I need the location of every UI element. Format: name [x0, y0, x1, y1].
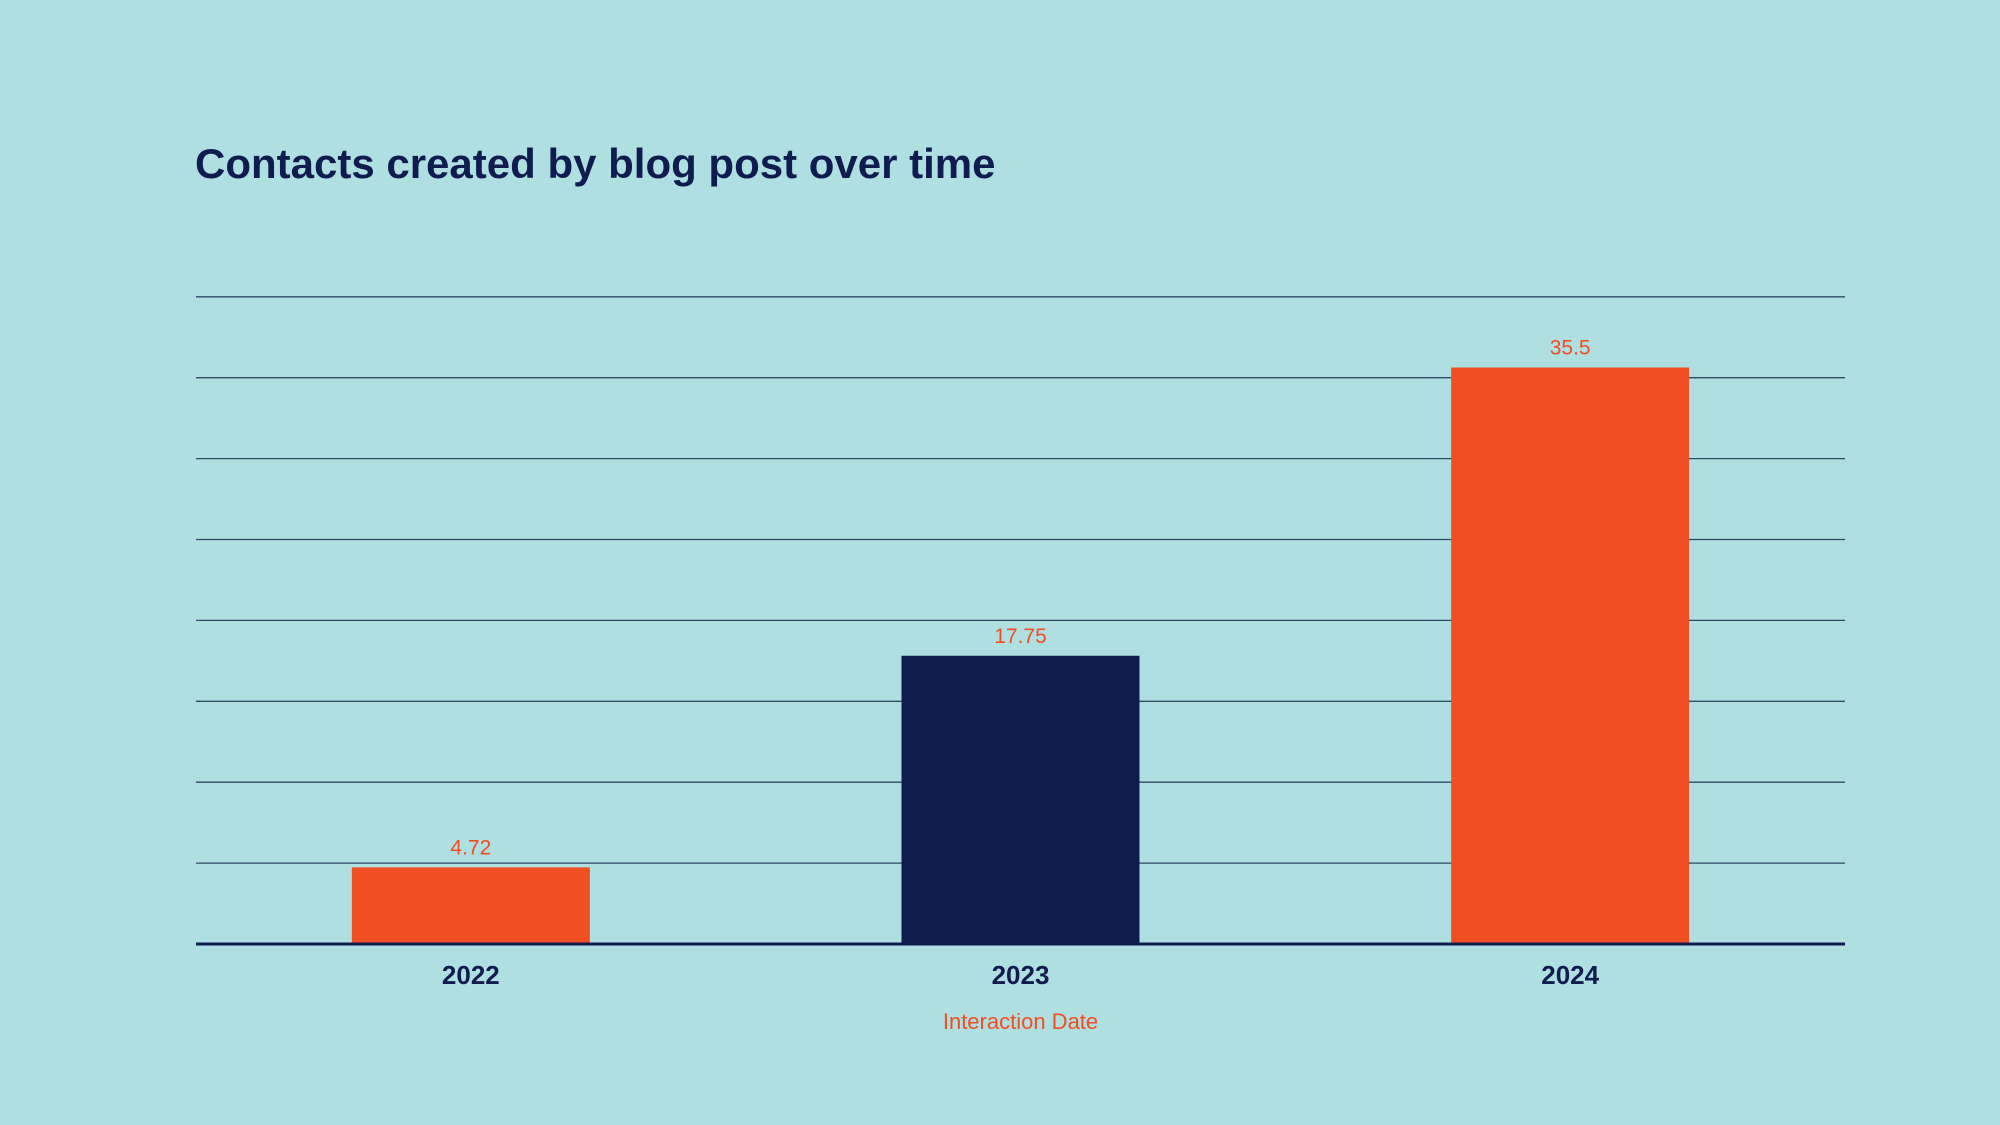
x-tick-label-2022: 2022 [442, 960, 500, 990]
bar-2023 [901, 655, 1140, 944]
x-tick-label-2023: 2023 [992, 960, 1050, 990]
bar-2022 [351, 867, 590, 944]
bar-2024 [1451, 367, 1690, 944]
data-label-2023: 17.75 [994, 625, 1047, 648]
data-label-2022: 4.72 [450, 836, 491, 859]
chart-title: Contacts created by blog post over time [195, 140, 996, 187]
data-label-2024: 35.5 [1550, 337, 1591, 360]
x-tick-label-2024: 2024 [1541, 960, 1599, 990]
x-axis-title: Interaction Date [943, 1009, 1098, 1034]
bars [351, 367, 1690, 944]
labels: 4.72 2022 17.75 2023 35.5 2024 [442, 337, 1600, 991]
